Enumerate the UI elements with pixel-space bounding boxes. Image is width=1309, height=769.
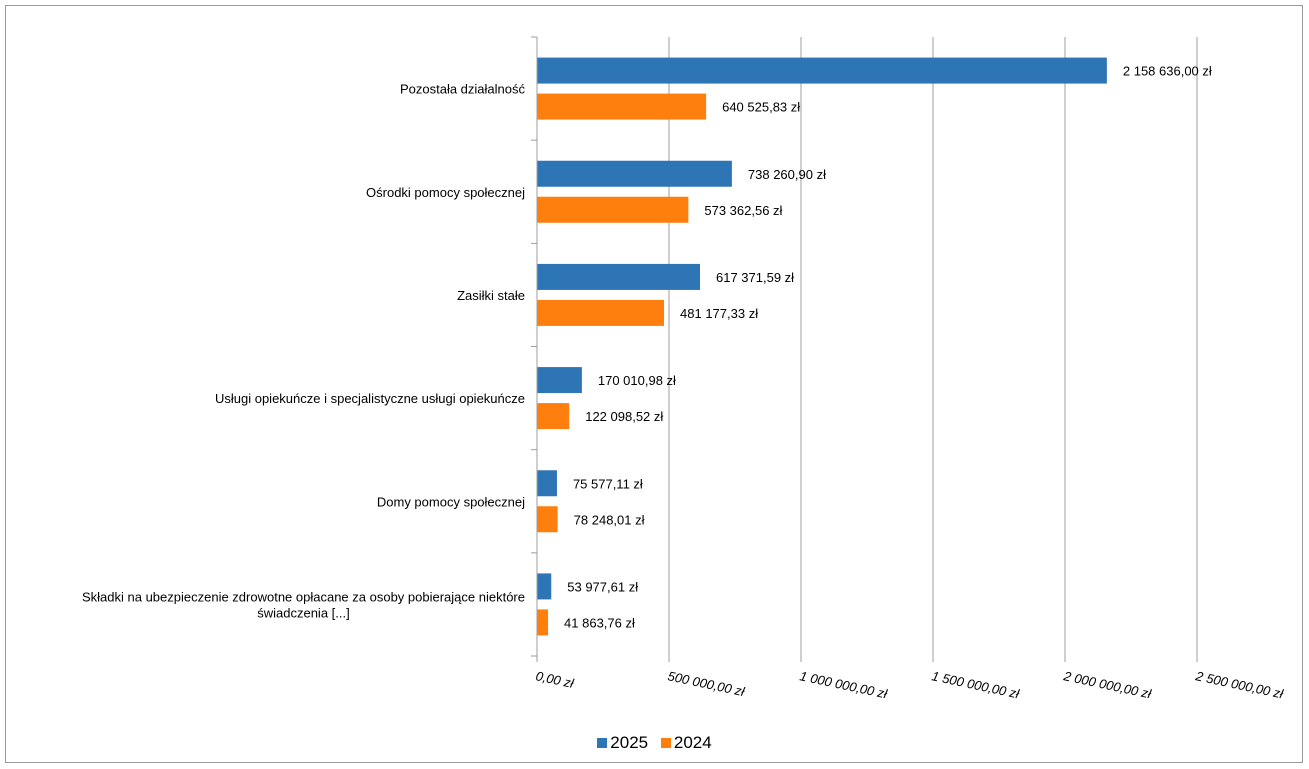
data-label-2024: 481 177,33 zł	[680, 306, 758, 321]
x-tick-label: 1 500 000,00 zł	[930, 668, 1021, 701]
bar-2025	[537, 470, 557, 497]
data-label-2025: 75 577,11 zł	[573, 476, 643, 491]
legend-label-2025: 2025	[610, 733, 649, 752]
data-label-2024: 122 098,52 zł	[585, 409, 663, 424]
data-label-2024: 41 863,76 zł	[564, 615, 635, 630]
category-label-line: Składki na ubezpieczenie zdrowotne opłac…	[82, 589, 525, 604]
data-label-2025: 617 371,59 zł	[716, 270, 794, 285]
legend-item-2025: 2025	[597, 733, 648, 753]
legend-label-2024: 2024	[673, 733, 712, 752]
category-label: Ośrodki pomocy społecznej	[366, 185, 525, 200]
category-label-line: świadczenia [...]	[257, 605, 350, 620]
legend-swatch-2025	[597, 738, 608, 748]
bar-2025	[537, 57, 1107, 84]
data-label-2024: 640 525,83 zł	[722, 100, 800, 115]
bar-2025	[537, 573, 552, 600]
x-tick-label: 2 000 000,00 zł	[1061, 668, 1153, 702]
bar-2024	[537, 196, 689, 223]
x-tick-label: 1 000 000,00 zł	[798, 668, 889, 701]
bar-2025	[537, 160, 732, 187]
category-label: Domy pomocy społecznej	[377, 494, 525, 509]
bar-2024	[537, 93, 707, 120]
legend: 2025 2024	[0, 733, 1309, 753]
chart-frame	[5, 5, 1303, 763]
category-label: Składki na ubezpieczenie zdrowotne opłac…	[82, 589, 525, 620]
data-label-2025: 170 010,98 zł	[598, 373, 676, 388]
legend-swatch-2024	[660, 738, 671, 748]
category-label: Usługi opiekuńcze i specjalistyczne usłu…	[215, 391, 525, 406]
x-tick-label: 0,00 zł	[534, 668, 576, 691]
legend-item-2024: 2024	[660, 733, 712, 753]
data-label-2025: 2 158 636,00 zł	[1123, 64, 1212, 79]
category-label: Pozostała działalność	[400, 82, 526, 97]
bar-2025	[537, 263, 700, 290]
bar-2024	[537, 506, 558, 533]
data-label-2024: 78 248,01 zł	[574, 512, 645, 527]
data-label-2024: 573 362,56 zł	[704, 203, 782, 218]
bar-2024	[537, 403, 570, 430]
bar-2024	[537, 299, 665, 326]
x-tick-label: 2 500 000,00 zł	[1193, 668, 1285, 702]
category-label: Zasiłki stałe	[457, 288, 525, 303]
bar-2025	[537, 367, 582, 394]
x-tick-label: 500 000,00 zł	[666, 668, 747, 699]
data-label-2025: 738 260,90 zł	[748, 167, 826, 182]
bar-2024	[537, 609, 549, 636]
data-label-2025: 53 977,61 zł	[567, 579, 638, 594]
